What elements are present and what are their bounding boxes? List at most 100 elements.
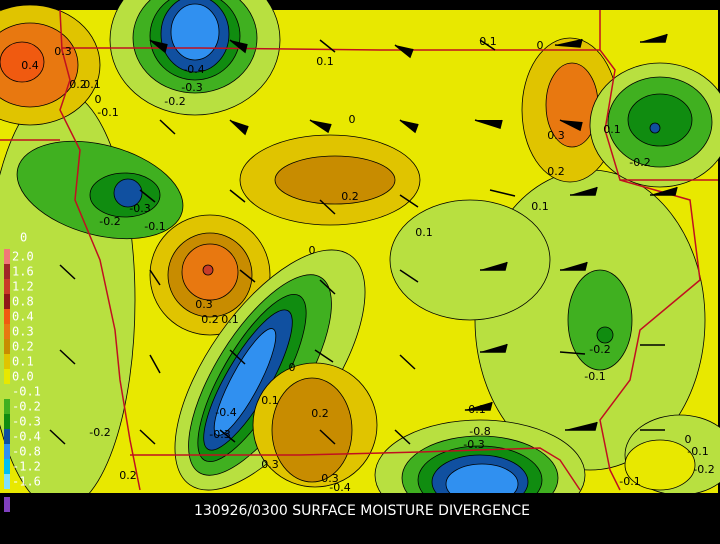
contour-label: 0.2 xyxy=(119,469,137,482)
contour-label: -0.4 xyxy=(215,406,236,419)
contour xyxy=(596,326,614,344)
legend-swatch xyxy=(4,459,10,474)
legend-label: 0.2 xyxy=(12,340,34,354)
contour-label: 0.1 xyxy=(479,35,497,48)
contour-label: 0.4 xyxy=(21,59,39,72)
contour xyxy=(389,199,551,321)
contour-label: 0 xyxy=(349,113,356,126)
border xyxy=(59,9,141,491)
contour-fills xyxy=(0,0,720,531)
contour xyxy=(649,122,661,134)
contour-label: -0.3 xyxy=(129,202,150,215)
legend-label: 0.0 xyxy=(12,370,34,384)
legend-swatch xyxy=(4,399,10,414)
contour-label: -0.1 xyxy=(144,220,165,233)
legend-label: -1.6 xyxy=(12,475,41,489)
footer-band xyxy=(0,493,720,540)
contour-label: 0.1 xyxy=(316,55,334,68)
contour-label: -0.1 xyxy=(97,106,118,119)
contour-label: 0.1 xyxy=(415,226,433,239)
legend-label: 2.0 xyxy=(12,250,34,264)
contour-label: 0.3 xyxy=(321,472,339,485)
contour-label: 0.2 xyxy=(341,190,359,203)
contour-label: 0 xyxy=(289,361,296,374)
contour-label: -0.1 xyxy=(687,445,708,458)
legend-label: -0.4 xyxy=(12,430,41,444)
border xyxy=(599,179,701,491)
legend-label: 1.2 xyxy=(12,280,34,294)
legend-label: 0.3 xyxy=(12,325,34,339)
legend-swatch xyxy=(4,294,10,309)
contour-label: -0.2 xyxy=(589,343,610,356)
contour xyxy=(170,3,220,61)
state-borders xyxy=(0,9,718,491)
contour-label: -0.3 xyxy=(463,438,484,451)
contour-label: -0.2 xyxy=(164,95,185,108)
contour-label: 0.1 xyxy=(83,78,101,91)
contour xyxy=(567,269,633,371)
contour-label: -0.2 xyxy=(629,156,650,169)
legend-swatch xyxy=(4,369,10,384)
legend: 0 2.01.61.20.80.40.30.20.10.0-0.1-0.2-0.… xyxy=(4,231,41,512)
legend-label: -0.1 xyxy=(12,385,41,399)
contour-label: 0.1 xyxy=(261,394,279,407)
contour-label: 0.1 xyxy=(221,313,239,326)
contour-labels: 0.30.40.20.10-0.1-0.4-0.3-0.20.10.1 000.3… xyxy=(21,35,714,494)
contour-label: 0.3 xyxy=(261,458,279,471)
legend-swatch xyxy=(4,384,10,399)
legend-swatch xyxy=(4,497,10,512)
contour-label: 0 xyxy=(537,39,544,52)
contour xyxy=(202,264,214,276)
legend-swatch xyxy=(4,429,10,444)
contour-label: -0.4 xyxy=(183,63,204,76)
contour-label: 0 xyxy=(309,244,316,257)
legend-label: -0.8 xyxy=(12,445,41,459)
legend-swatch xyxy=(4,309,10,324)
legend-swatch xyxy=(4,324,10,339)
border xyxy=(599,10,718,181)
legend-label: -0.3 xyxy=(12,415,41,429)
contour xyxy=(0,41,45,83)
contour-label: 0.3 xyxy=(547,129,565,142)
legend-label: -1.2 xyxy=(12,460,41,474)
contour-label: 0.1 xyxy=(603,123,621,136)
legend-swatch xyxy=(4,279,10,294)
border xyxy=(62,47,600,51)
legend-swatch xyxy=(4,474,10,489)
contour-label: 0.2 xyxy=(201,313,219,326)
legend-swatch xyxy=(4,414,10,429)
contour xyxy=(271,377,353,483)
contour-label: 0.2 xyxy=(311,407,329,420)
contour-label: 0.2 xyxy=(69,78,87,91)
title: 130926/0300 SURFACE MOISTURE DIVERGENCE xyxy=(194,503,530,519)
contour-label: 0.3 xyxy=(54,45,72,58)
contour-label: 0.2 xyxy=(547,165,565,178)
contour xyxy=(113,178,143,208)
contour xyxy=(624,439,696,491)
contour-label: -0.1 xyxy=(619,475,640,488)
contour-label: -0.1 xyxy=(584,370,605,383)
contour-label: -0.8 xyxy=(469,425,490,438)
legend-swatch xyxy=(4,339,10,354)
contour-label: 0.1 xyxy=(531,200,549,213)
legend-label: 0.8 xyxy=(12,295,34,309)
legend-swatch xyxy=(4,354,10,369)
border xyxy=(130,447,581,491)
legend-swatch xyxy=(4,249,10,264)
contour-label: -0.2 xyxy=(99,215,120,228)
contour-label: -0.4 xyxy=(329,481,350,494)
contour-label: -0.1 xyxy=(464,403,485,416)
contour xyxy=(627,93,693,147)
legend-label: -0.2 xyxy=(12,400,41,414)
legend-top-label: 0 xyxy=(20,231,27,245)
legend-label: 1.6 xyxy=(12,265,34,279)
contour-label: -0.2 xyxy=(89,426,110,439)
contour-label: -0.3 xyxy=(181,81,202,94)
contour xyxy=(274,155,396,205)
legend-swatch xyxy=(4,264,10,279)
contour-label: 0.3 xyxy=(195,298,213,311)
contour-label: 0 xyxy=(95,93,102,106)
contour-label: -0.3 xyxy=(209,428,230,441)
contour-label: -0.2 xyxy=(693,463,714,476)
